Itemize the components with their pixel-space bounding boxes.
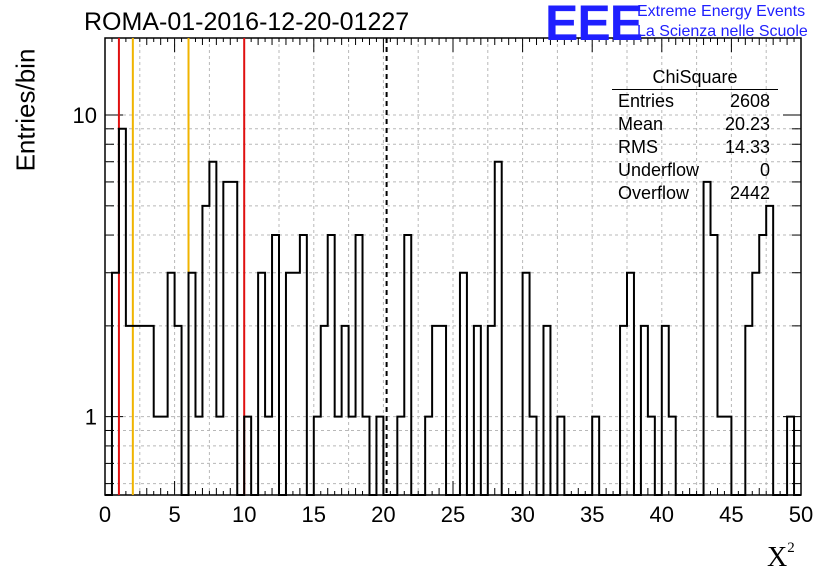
x-tick-label: 30 [510,502,534,527]
x-tick-label: 20 [371,502,395,527]
stat-value: 2442 [729,183,770,203]
stat-key: Mean [618,114,664,134]
x-tick-label: 35 [580,502,604,527]
logo-line-2: La Scienza nelle Scuole [637,23,808,40]
y-tick-label: 10 [73,103,97,128]
stat-row-mean: Mean 20.23 [612,113,778,136]
run-title: ROMA-01-2016-12-20-01227 [84,8,410,36]
stat-value: 20.23 [724,114,770,134]
stats-box: ChiSquare Entries 2608 Mean 20.23 RMS 14… [612,66,778,205]
stat-row-underflow: Underflow 0 [612,159,778,182]
stat-key: RMS [618,137,658,157]
x-axis-label-superscript: 2 [787,540,795,556]
x-tick-label: 0 [99,502,111,527]
x-axis-label-base: X [767,542,788,573]
reference-lines [117,38,388,495]
stat-key: Entries [618,91,675,111]
eee-logo-mark: EEE [545,0,643,51]
stat-value: 2608 [729,91,770,111]
x-tick-label: 50 [789,502,813,527]
stat-key: Underflow [618,160,700,180]
y-tick-label: 1 [85,405,97,430]
histogram-outline [105,127,801,496]
tick-labels: 0 5 10 15 20 25 30 35 40 45 50 1 10 [73,103,814,527]
y-axis-label-box: Entries/bin [6,30,46,190]
stat-value: 14.33 [724,137,770,157]
x-tick-label: 40 [650,502,674,527]
x-tick-label: 25 [441,502,465,527]
stat-row-overflow: Overflow 2442 [612,182,778,205]
x-tick-label: 10 [232,502,256,527]
stat-key: Overflow [618,183,690,203]
x-tick-label: 45 [719,502,743,527]
eee-logo: EEE Extreme Energy Events La Scienza nel… [545,0,835,51]
stat-row-entries: Entries 2608 [612,90,778,113]
logo-line-1: Extreme Energy Events [637,3,806,20]
x-axis-label: X2 [767,540,795,574]
stats-title: ChiSquare [612,66,778,90]
x-tick-label: 5 [168,502,180,527]
stat-row-rms: RMS 14.33 [612,136,778,159]
x-tick-label: 15 [302,502,326,527]
stat-value: 0 [759,160,770,180]
y-axis-label: Entries/bin [10,48,41,172]
